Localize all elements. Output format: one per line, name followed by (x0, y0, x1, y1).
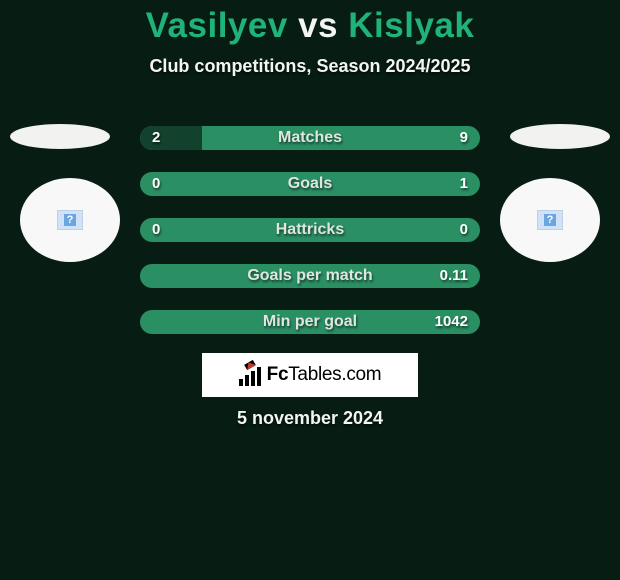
image-placeholder-icon: ? (57, 210, 83, 230)
stat-label: Min per goal (140, 310, 480, 334)
fctables-text: FcTables.com (267, 364, 382, 386)
stat-label: Matches (140, 126, 480, 150)
stat-bar: 0Hattricks0 (140, 218, 480, 242)
stat-label: Goals (140, 172, 480, 196)
vs-text: vs (298, 6, 338, 45)
stat-value-right: 0.11 (440, 264, 468, 288)
player2-avatar: ? (500, 178, 600, 262)
stat-bar: Min per goal1042 (140, 310, 480, 334)
fctables-badge: FcTables.com (202, 353, 418, 397)
page-title: Vasilyev vs Kislyak (0, 0, 620, 46)
subtitle: Club competitions, Season 2024/2025 (0, 56, 620, 77)
fctables-logo-icon (239, 364, 261, 386)
stat-bar: 2Matches9 (140, 126, 480, 150)
player2-name: Kislyak (348, 6, 474, 45)
comparison-page: Vasilyev vs Kislyak Club competitions, S… (0, 0, 620, 580)
stat-value-right: 0 (460, 218, 468, 242)
stat-value-right: 9 (460, 126, 468, 150)
club-logo-left (10, 124, 110, 149)
club-logo-right (510, 124, 610, 149)
fctables-prefix: Fc (267, 364, 289, 385)
stat-bar: 0Goals1 (140, 172, 480, 196)
stat-value-right: 1 (460, 172, 468, 196)
stat-value-right: 1042 (435, 310, 468, 334)
player1-name: Vasilyev (146, 6, 288, 45)
stat-label: Goals per match (140, 264, 480, 288)
fctables-rest: Tables.com (288, 364, 381, 385)
stat-bar: Goals per match0.11 (140, 264, 480, 288)
stat-label: Hattricks (140, 218, 480, 242)
image-placeholder-icon: ? (537, 210, 563, 230)
player1-avatar: ? (20, 178, 120, 262)
footer-date: 5 november 2024 (0, 408, 620, 429)
stat-bars: 2Matches90Goals10Hattricks0Goals per mat… (140, 126, 480, 356)
